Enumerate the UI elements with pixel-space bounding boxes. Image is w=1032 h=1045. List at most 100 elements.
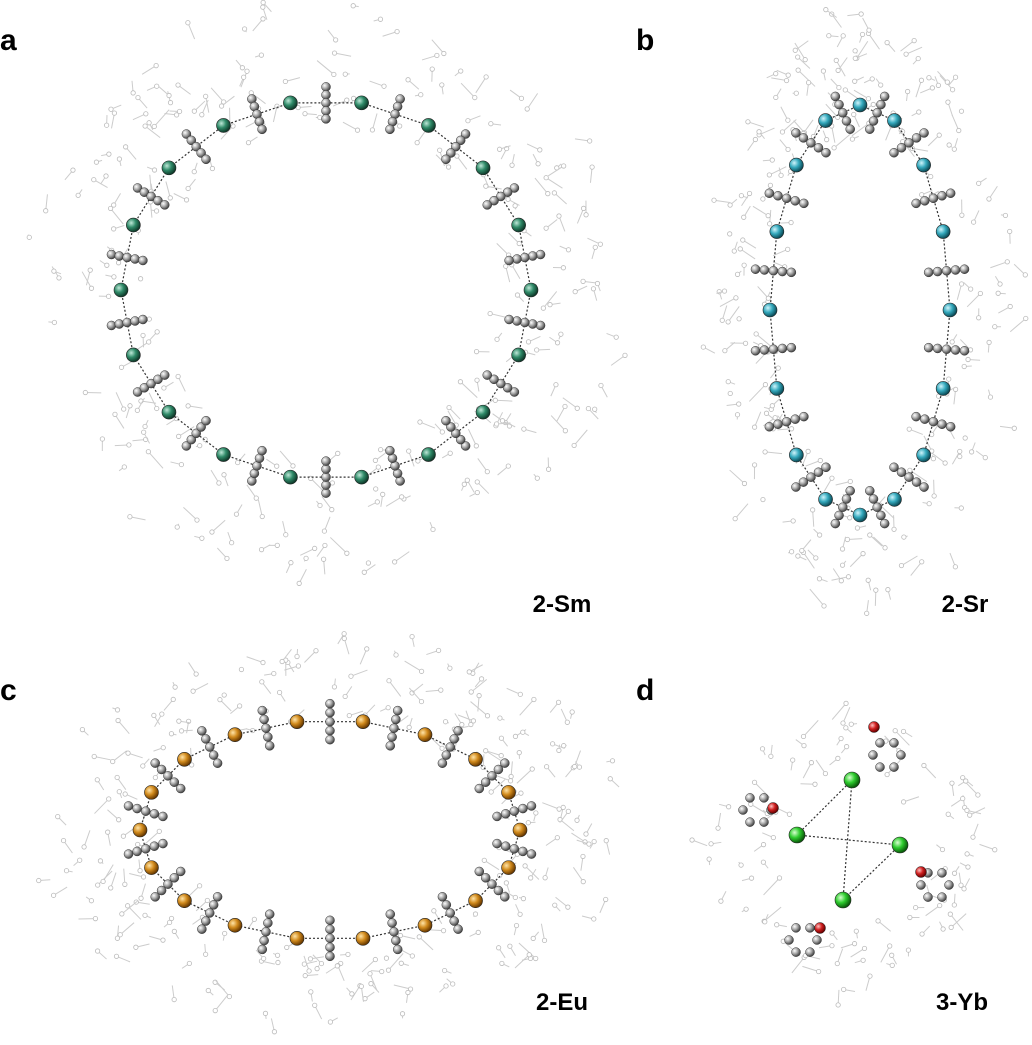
atom-h [312, 1002, 318, 1008]
bond-faint [329, 537, 348, 554]
atom-h [385, 967, 392, 973]
atom-h [859, 31, 866, 38]
atom-h [878, 82, 884, 88]
bond-faint [610, 354, 626, 366]
atom-h [518, 790, 524, 796]
atom-h [437, 147, 443, 153]
bond-faint [969, 807, 986, 816]
atom-h [592, 244, 598, 250]
atom-metal [935, 224, 951, 239]
panel-label: a [0, 24, 17, 57]
bond-dotted [168, 411, 224, 456]
atom-o [814, 922, 826, 934]
atom-h [60, 837, 67, 844]
atom-c [489, 195, 499, 206]
atom-c [937, 868, 947, 878]
atom-h [722, 348, 728, 354]
atom-c [500, 841, 511, 851]
atom-h [440, 928, 447, 934]
atom-h [986, 196, 992, 202]
atom-c [385, 445, 395, 456]
atom-c [834, 510, 844, 521]
atom-c [325, 716, 335, 727]
bond-faint [393, 984, 411, 990]
atom-h [906, 426, 912, 432]
bond-faint [558, 215, 566, 232]
atom-h [512, 894, 518, 901]
atom-c [492, 811, 502, 822]
atom-h [773, 71, 779, 77]
atom-c [480, 873, 491, 883]
bond-dotted [842, 779, 853, 901]
atom-h [800, 733, 807, 740]
bond-faint [419, 421, 436, 429]
atom-h [493, 421, 500, 427]
bond-faint [849, 553, 864, 568]
atom-h [799, 548, 805, 554]
atom-c [263, 918, 273, 928]
bond-faint [490, 779, 506, 793]
atom-h [564, 719, 570, 725]
bond-faint [121, 900, 138, 915]
atom-c [950, 345, 961, 355]
atom-c [911, 411, 921, 422]
atom-h [522, 863, 528, 869]
atom-c [896, 143, 907, 153]
atom-h [529, 766, 535, 772]
atom-h [569, 709, 575, 715]
atom-c [932, 343, 943, 354]
atom-h [790, 757, 796, 763]
atom-h [748, 875, 755, 881]
atom-h [732, 516, 738, 522]
atom-h [91, 177, 97, 183]
atom-h [335, 450, 341, 456]
atom-c [201, 154, 211, 165]
atom-metal [887, 492, 902, 507]
atom-h [727, 390, 733, 397]
atom-h [327, 1019, 334, 1025]
atom-h [946, 142, 952, 148]
bond-faint [868, 33, 880, 50]
atom-c [512, 316, 522, 326]
atom-h [776, 875, 783, 881]
atom-c [750, 264, 761, 274]
atom-h [769, 403, 775, 409]
atom-metal [417, 917, 433, 933]
atom-h [725, 319, 731, 325]
atom-h [434, 52, 440, 59]
atom-c [139, 187, 150, 197]
bond-faint [534, 177, 549, 194]
atom-h [350, 3, 356, 9]
atom-c [834, 99, 844, 110]
atom-c [325, 951, 335, 962]
bond-dotted [795, 120, 827, 166]
atom-h [386, 678, 392, 684]
bond-faint [853, 89, 869, 100]
atom-c [745, 817, 755, 827]
atom-h [383, 955, 390, 961]
atom-h [75, 192, 81, 198]
atom-c [139, 383, 150, 393]
atom-h [51, 268, 57, 274]
atom-h [92, 916, 99, 922]
atom-c [928, 193, 939, 204]
atom-h [772, 415, 778, 421]
atom-h [961, 886, 967, 892]
bond-faint [769, 166, 787, 176]
bond-faint [477, 695, 480, 712]
atom-h [127, 514, 133, 520]
atom-h [726, 804, 732, 810]
atom-h [346, 712, 352, 719]
atom-h [817, 532, 823, 538]
atom-c [937, 419, 947, 429]
atom-c [149, 809, 160, 819]
atom-h [93, 159, 100, 165]
bond-faint [793, 120, 805, 133]
atom-h [865, 577, 871, 583]
atom-h [393, 652, 399, 658]
atom-c [261, 723, 271, 733]
atom-metal [769, 381, 785, 396]
atom-c [321, 114, 331, 124]
atom-h [344, 97, 350, 103]
atom-h [759, 746, 766, 752]
